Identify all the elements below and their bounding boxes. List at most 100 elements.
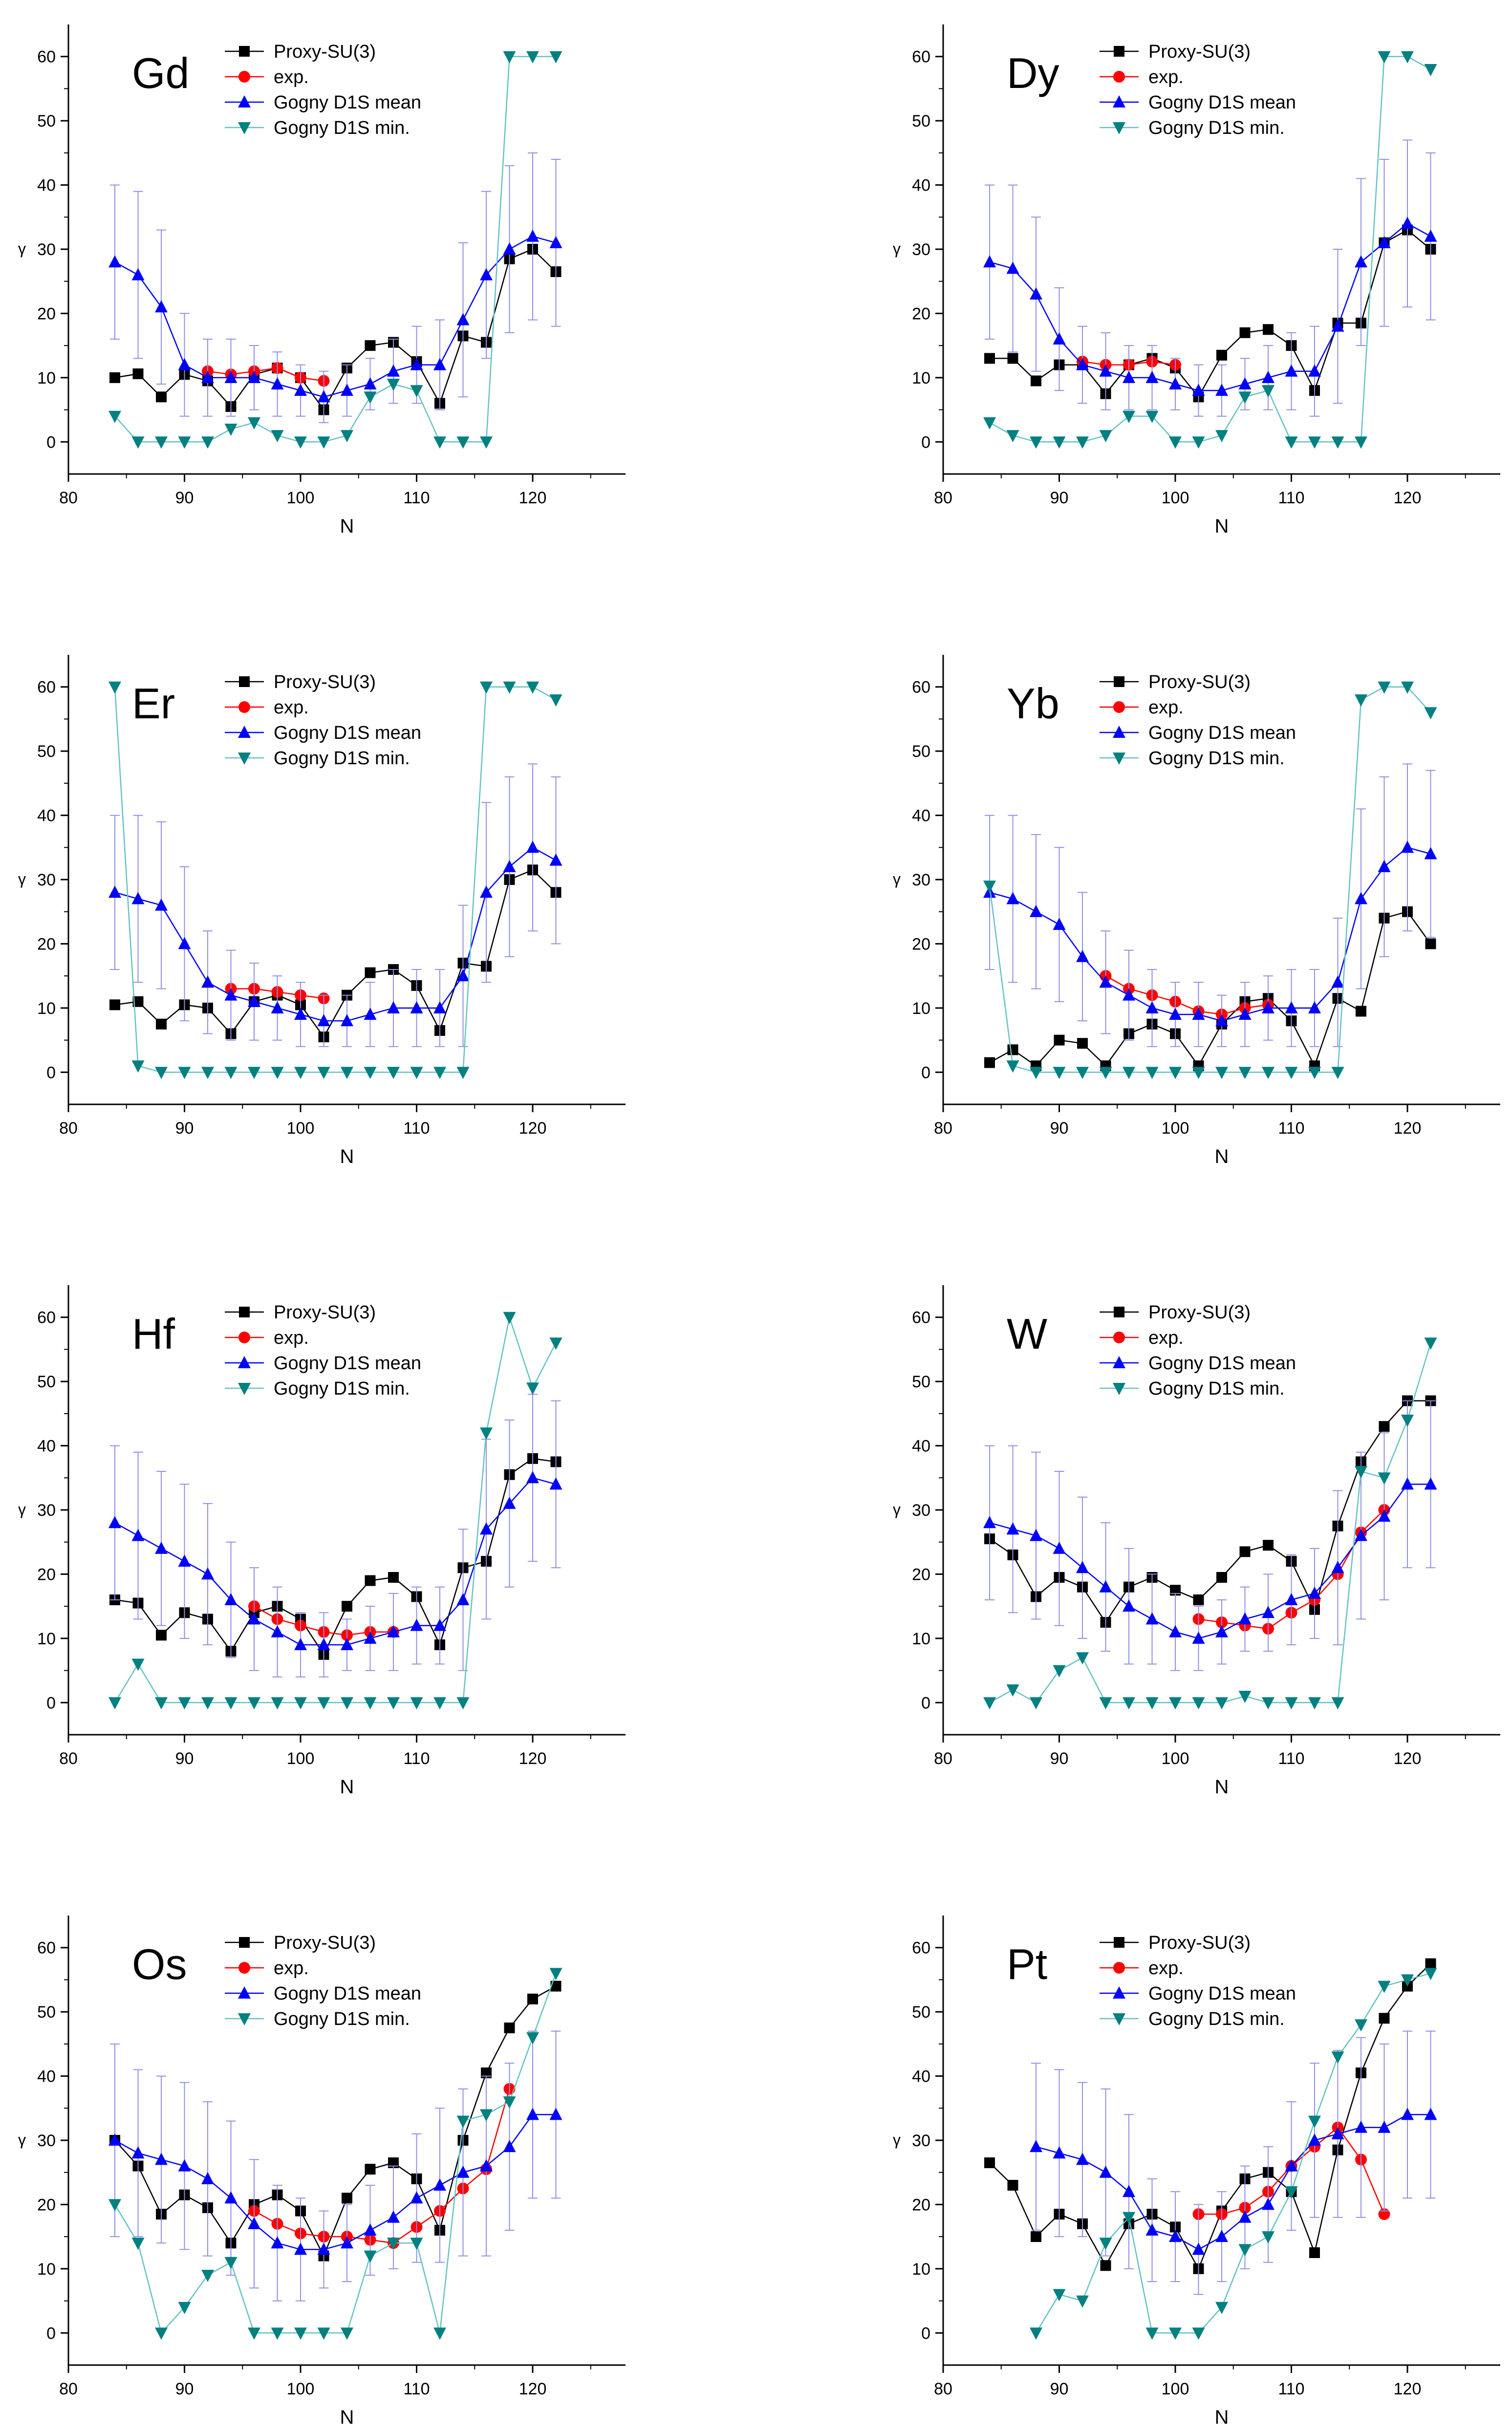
- data-point: [365, 2164, 376, 2175]
- data-point: [1355, 892, 1367, 904]
- y-tick-label: 60: [37, 1309, 56, 1327]
- data-point: [387, 2210, 400, 2223]
- x-tick-label: 80: [934, 489, 952, 507]
- x-tick-label: 90: [1050, 489, 1069, 507]
- data-point: [1145, 1067, 1159, 1079]
- data-point: [1145, 410, 1159, 423]
- data-point: [388, 1572, 399, 1583]
- legend-marker: [238, 95, 251, 108]
- data-point: [108, 410, 121, 423]
- data-point: [1285, 1593, 1298, 1605]
- legend-marker: [239, 1307, 250, 1317]
- data-point: [1145, 2223, 1159, 2236]
- data-point: [1053, 918, 1066, 930]
- data-point: [456, 436, 470, 449]
- data-point: [224, 2191, 238, 2204]
- data-point: [271, 1625, 284, 1637]
- y-axis-label: γ: [893, 870, 901, 888]
- data-point: [201, 1567, 214, 1580]
- series-gogny-d1s-mean: [983, 1400, 1437, 1671]
- legend-marker: [238, 71, 250, 83]
- data-point: [109, 999, 120, 1011]
- data-point: [1401, 1974, 1414, 1987]
- data-point: [1123, 1599, 1135, 1612]
- data-point: [1006, 892, 1019, 904]
- data-point: [365, 1575, 376, 1586]
- y-tick-label: 30: [37, 1501, 56, 1520]
- y-tick-label: 40: [912, 1437, 930, 1456]
- series-gogny-d1s-min-: [1030, 1968, 1437, 2340]
- data-point: [1378, 2120, 1391, 2133]
- legend-label: Gogny D1S min.: [274, 748, 410, 769]
- y-axis-label: γ: [18, 2131, 26, 2149]
- data-point: [1238, 2210, 1252, 2223]
- data-point: [1285, 436, 1298, 449]
- data-point: [456, 1697, 470, 1710]
- element-title: Gd: [132, 49, 189, 97]
- series-gogny-d1s-mean: [108, 152, 562, 423]
- series-proxy-su-3-: [984, 906, 1436, 1072]
- data-point: [1145, 370, 1159, 383]
- data-point: [550, 1981, 562, 1992]
- data-point: [155, 2327, 168, 2340]
- data-point: [317, 1638, 330, 1650]
- y-tick-label: 10: [912, 2260, 930, 2279]
- data-point: [131, 436, 145, 449]
- series-line: [989, 56, 1431, 443]
- data-point: [131, 1060, 145, 1073]
- y-tick-label: 40: [912, 176, 930, 195]
- data-point: [248, 370, 260, 383]
- data-point: [1030, 436, 1042, 449]
- data-point: [1169, 1625, 1182, 1637]
- data-point: [433, 2178, 446, 2191]
- data-point: [503, 1312, 516, 1324]
- data-point: [387, 2238, 400, 2250]
- y-tick-label: 30: [912, 871, 930, 889]
- legend-marker: [238, 726, 251, 738]
- data-point: [201, 2270, 214, 2282]
- data-point: [1238, 377, 1252, 389]
- data-point: [155, 1541, 168, 1554]
- data-point: [1054, 1034, 1065, 1046]
- data-point: [433, 2327, 446, 2340]
- data-point: [387, 1067, 400, 1079]
- legend: Proxy-SU(3) exp. Gogny D1S mean Gogny D1S m…: [1100, 672, 1296, 769]
- data-point: [131, 2146, 145, 2159]
- data-point: [1193, 1594, 1204, 1605]
- y-tick-label: 0: [921, 2324, 930, 2343]
- data-point: [1355, 255, 1367, 268]
- y-tick-label: 20: [37, 304, 56, 323]
- legend: Proxy-SU(3) exp. Gogny D1S mean Gogny D1S m…: [1100, 1933, 1296, 2029]
- data-point: [1308, 1586, 1321, 1599]
- legend: Proxy-SU(3) exp. Gogny D1S mean Gogny D1S m…: [225, 672, 421, 769]
- data-point: [1308, 364, 1321, 377]
- data-point: [1401, 2108, 1414, 2120]
- data-point: [364, 1631, 377, 1644]
- legend: Proxy-SU(3) exp. Gogny D1S mean Gogny D1S m…: [225, 1933, 421, 2029]
- element-title: W: [1007, 1310, 1047, 1358]
- data-point: [1053, 332, 1066, 344]
- data-point: [224, 2257, 238, 2269]
- data-point: [480, 2159, 493, 2172]
- data-point: [549, 2108, 562, 2120]
- x-tick-label: 90: [1050, 1119, 1069, 1138]
- data-point: [224, 1067, 238, 1079]
- data-point: [410, 1697, 423, 1710]
- chart-panel-yb: 80 90 100 110 120 0 10 20 30 40 50 60 Nγ Yb Proxy-SU(3…: [893, 655, 1500, 1167]
- data-point: [155, 898, 168, 911]
- y-tick-label: 50: [37, 112, 56, 130]
- y-tick-label: 50: [912, 742, 930, 761]
- data-point: [294, 2242, 307, 2255]
- data-point: [178, 937, 191, 949]
- data-point: [1262, 1606, 1274, 1618]
- data-point: [248, 1697, 260, 1710]
- data-point: [1378, 1472, 1391, 1485]
- data-point: [108, 255, 121, 268]
- data-point: [1424, 1968, 1437, 1981]
- data-point: [1192, 1697, 1205, 1710]
- data-point: [1238, 1612, 1252, 1625]
- data-point: [1308, 436, 1321, 449]
- y-tick-label: 20: [912, 2196, 930, 2214]
- series-gogny-d1s-min-: [108, 1968, 562, 2340]
- legend-label: exp.: [274, 1958, 309, 1979]
